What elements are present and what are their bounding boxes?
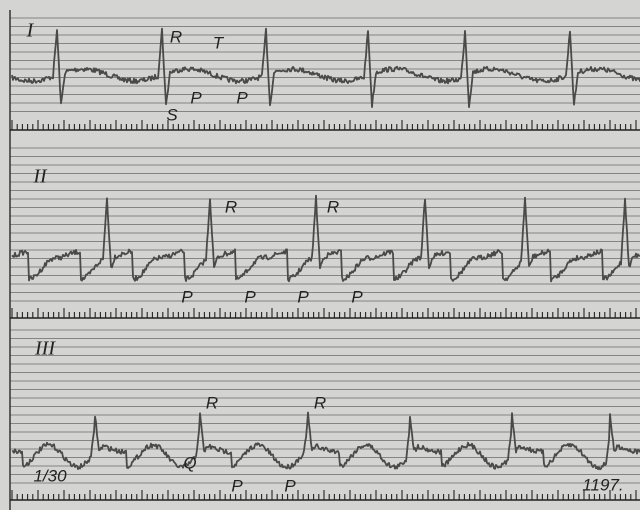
wave-label: T [213, 33, 225, 52]
lead-label: I [26, 20, 35, 42]
wave-label: R [327, 197, 339, 216]
wave-label: R [170, 27, 182, 46]
wave-label: P [190, 88, 202, 107]
wave-label: P [244, 287, 256, 306]
ecg-figure: I R T S P P II R R P P P P III R R Q P P… [0, 0, 640, 510]
wave-label: P [236, 88, 248, 107]
lead-label: III [34, 338, 56, 360]
wave-label: R [314, 393, 326, 412]
footer-right: 1197. [582, 475, 623, 494]
wave-label: S [166, 105, 178, 124]
wave-label: P [297, 287, 309, 306]
footer-left: 1/30 [33, 466, 67, 485]
wave-label: P [284, 476, 296, 495]
wave-label: P [231, 476, 243, 495]
wave-label: Q [183, 453, 196, 472]
lead-label: II [32, 166, 48, 188]
wave-label: P [181, 287, 193, 306]
wave-label: P [351, 287, 363, 306]
wave-label: R [225, 197, 237, 216]
wave-label: R [206, 393, 218, 412]
